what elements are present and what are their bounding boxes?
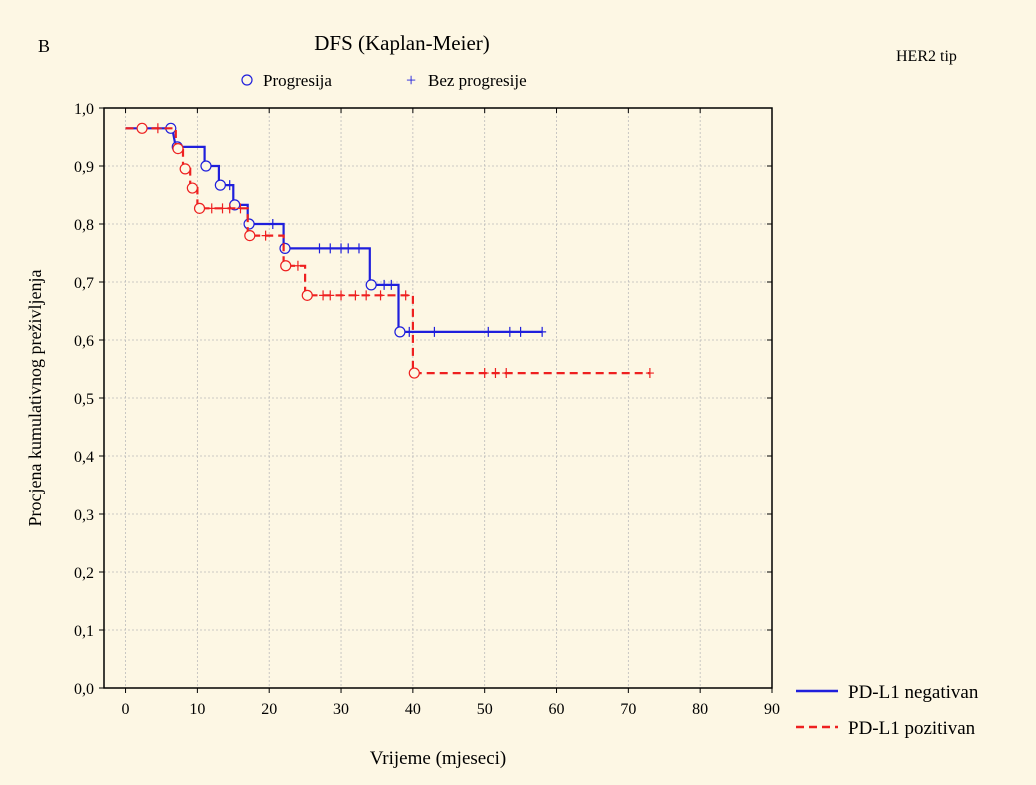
chart-title: DFS (Kaplan-Meier) <box>314 31 490 55</box>
y-tick-label: 0,5 <box>74 391 94 408</box>
x-tick-label: 90 <box>764 701 780 718</box>
censor-mark-negativan <box>516 326 525 337</box>
y-axis-label: Procjena kumulativnog preživljenja <box>25 270 45 527</box>
censor-mark-pozitivan <box>261 230 270 241</box>
event-marker-negativan <box>243 218 255 230</box>
censor-mark-pozitivan <box>218 203 227 214</box>
censor-mark-pozitivan <box>207 203 216 214</box>
x-tick-label: 10 <box>189 701 205 718</box>
censor-mark-pozitivan <box>293 260 302 271</box>
x-tick-label: 80 <box>692 701 708 718</box>
y-tick-label: 0,6 <box>74 333 94 350</box>
legend-label-negativan: PD-L1 negativan <box>848 682 979 703</box>
censor-mark-pozitivan <box>401 290 410 301</box>
censor-mark-pozitivan <box>376 290 385 301</box>
y-tick-label: 0,0 <box>74 681 94 698</box>
censor-mark-pozitivan <box>645 368 654 379</box>
axis-ticks: 0,0 0,1 0,2 0,3 0,4 0,5 0,6 0,7 0,8 0,9 1,0 0 10 20 30… <box>74 101 780 718</box>
event-marker-pozitivan <box>179 163 191 175</box>
x-tick-label: 60 <box>549 701 565 718</box>
event-marker-pozitivan <box>301 289 313 301</box>
series-pozitivan <box>125 122 654 379</box>
event-marker-negativan <box>200 160 212 172</box>
censor-mark-pozitivan <box>337 290 346 301</box>
y-tick-label: 0,7 <box>74 275 94 292</box>
x-axis-label: Vrijeme (mjeseci) <box>370 748 507 769</box>
censor-mark-pozitivan <box>236 203 245 214</box>
event-marker-pozitivan <box>172 143 184 155</box>
censor-mark-negativan <box>326 243 335 254</box>
censor-mark-negativan <box>380 279 389 290</box>
censor-mark-negativan <box>225 180 234 191</box>
censor-mark-pozitivan <box>225 203 234 214</box>
series-legend: PD-L1 negativan PD-L1 pozitivan <box>796 682 979 739</box>
plot-frame <box>103 107 773 689</box>
grid-lines <box>104 108 772 688</box>
event-marker-negativan <box>279 242 291 254</box>
censor-mark-negativan <box>484 326 493 337</box>
event-marker-negativan <box>365 279 377 291</box>
censor-mark-negativan <box>430 326 439 337</box>
series-layer <box>125 122 654 379</box>
x-tick-label: 30 <box>333 701 349 718</box>
x-tick-label: 50 <box>477 701 493 718</box>
censor-mark-negativan <box>505 326 514 337</box>
censor-mark-pozitivan <box>502 368 511 379</box>
marker-legend: Progresija + Bez progresije <box>241 70 527 90</box>
censor-mark-pozitivan <box>326 290 335 301</box>
censor-mark-negativan <box>344 243 353 254</box>
series-negativan <box>125 122 547 338</box>
panel-label: B <box>38 36 50 56</box>
marker-legend-circle-icon <box>241 74 253 86</box>
censor-mark-negativan <box>354 243 363 254</box>
event-marker-pozitivan <box>280 260 292 272</box>
y-tick-label: 0,1 <box>74 623 94 640</box>
censor-mark-negativan <box>387 279 396 290</box>
y-tick-label: 0,9 <box>74 159 94 176</box>
survival-step-line-negativan <box>125 127 543 333</box>
marker-legend-bez-progresije: Bez progresije <box>428 71 527 90</box>
censor-mark-pozitivan <box>319 290 328 301</box>
event-marker-pozitivan <box>244 230 256 242</box>
censor-mark-pozitivan <box>362 290 371 301</box>
censor-mark-negativan <box>315 243 324 254</box>
event-marker-negativan <box>214 179 226 191</box>
x-tick-label: 40 <box>405 701 421 718</box>
y-tick-label: 0,4 <box>74 449 94 466</box>
x-tick-label: 0 <box>122 701 130 718</box>
event-marker-pozitivan <box>193 202 206 214</box>
x-tick-label: 20 <box>261 701 277 718</box>
y-tick-label: 0,2 <box>74 565 94 582</box>
corner-label: HER2 tip <box>896 48 957 65</box>
censor-mark-negativan <box>268 219 277 229</box>
censor-mark-pozitivan <box>153 123 162 134</box>
legend-label-pozitivan: PD-L1 pozitivan <box>848 718 976 739</box>
censor-mark-pozitivan <box>480 368 489 379</box>
y-tick-label: 0,3 <box>74 507 94 524</box>
y-tick-label: 0,8 <box>74 217 94 234</box>
event-marker-pozitivan <box>136 122 148 134</box>
censor-mark-negativan <box>538 326 547 337</box>
censor-mark-pozitivan <box>491 368 500 379</box>
censor-mark-negativan <box>337 243 346 254</box>
marker-legend-plus-icon: + <box>406 70 416 90</box>
x-tick-label: 70 <box>620 701 636 718</box>
censor-mark-pozitivan <box>351 290 360 301</box>
censor-mark-negativan <box>405 326 414 337</box>
y-tick-label: 1,0 <box>74 101 94 118</box>
event-marker-pozitivan <box>186 182 198 194</box>
marker-legend-progresija: Progresija <box>263 71 332 90</box>
event-marker-pozitivan <box>408 367 420 379</box>
event-marker-negativan <box>394 326 406 338</box>
